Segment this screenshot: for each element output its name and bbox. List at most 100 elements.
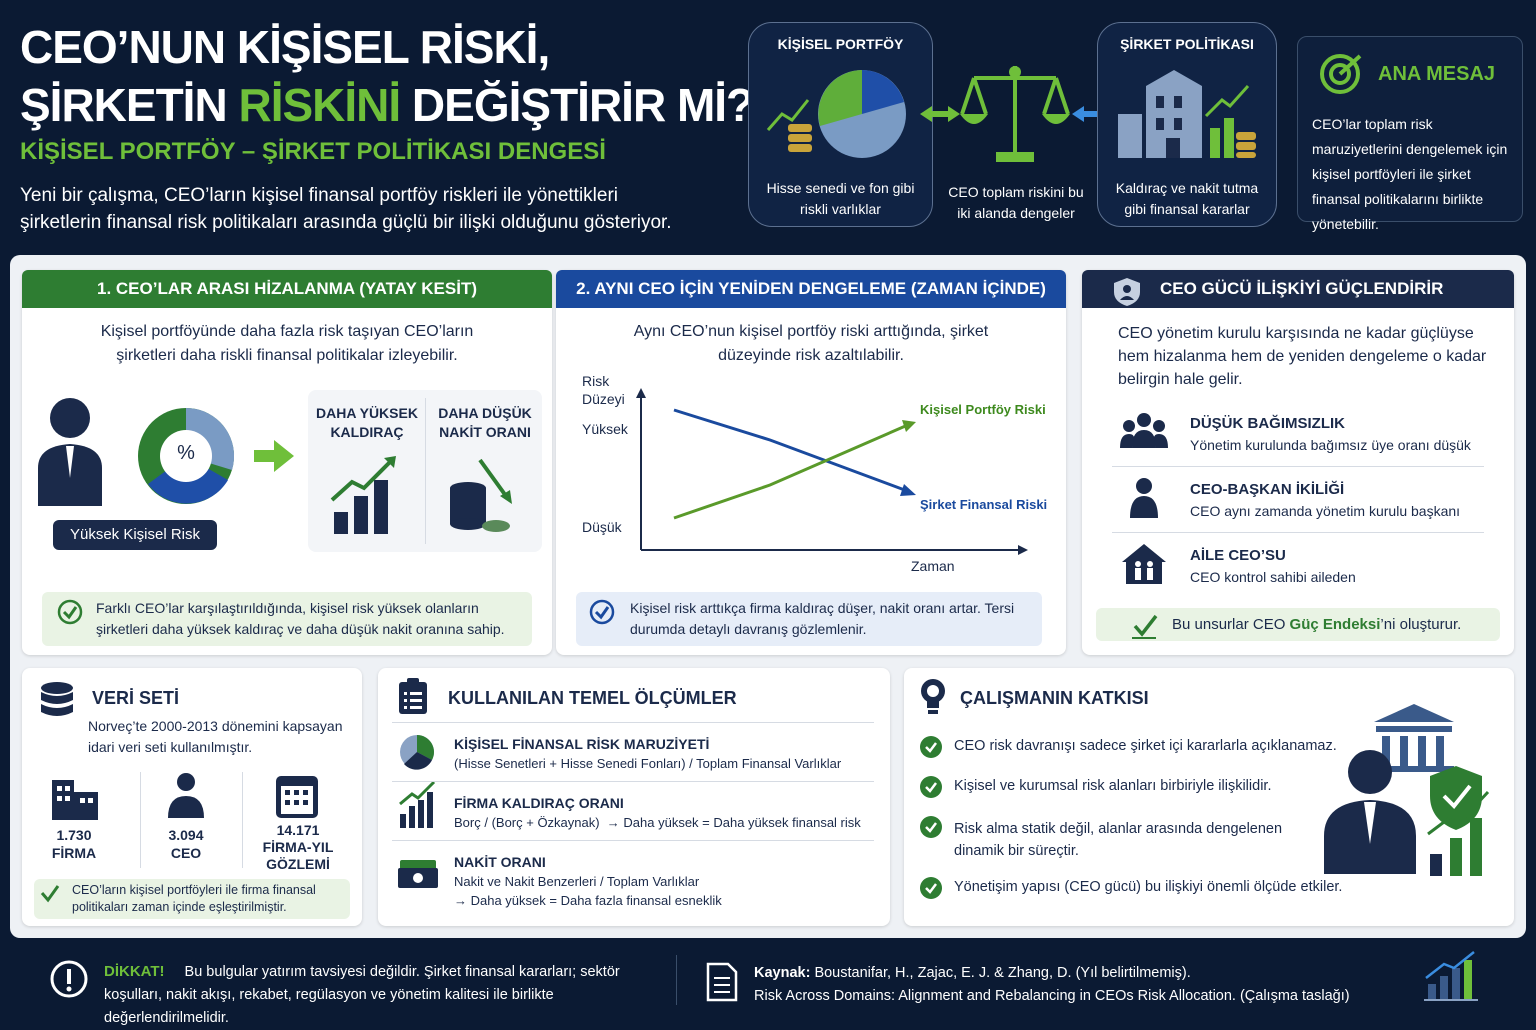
measure-line: Nakit ve Nakit Benzerleri / Toplam Varlı… xyxy=(454,874,700,889)
divider xyxy=(1112,466,1484,467)
divider xyxy=(392,722,874,723)
contribution-item: Kişisel ve kurumsal risk alanları birbir… xyxy=(954,778,1272,794)
card-title: VERİ SETİ xyxy=(92,688,180,708)
note-highlight: Güç Endeksi xyxy=(1289,616,1381,633)
power-item-title: AİLE CEO’SU xyxy=(1190,547,1286,564)
divider xyxy=(392,781,874,782)
target-icon xyxy=(1320,54,1362,94)
divider xyxy=(140,772,141,868)
contribution-card: ÇALIŞMANIN KATKISI CEO risk davranışı sa… xyxy=(904,668,1514,926)
y-axis-label: Risk Düzeyi xyxy=(582,373,625,407)
card-header: 2. AYNI CEO İÇİN YENİDEN DENGELEME (ZAMA… xyxy=(556,270,1066,308)
alignment-card: 1. CEO’LAR ARASI HİZALANMA (YATAY KESİT)… xyxy=(22,270,552,655)
source-line: Kaynak: Boustanifar, H., Zajac, E. J. & … xyxy=(754,962,1350,985)
contribution-item: Yönetişim yapısı (CEO gücü) bu ilişkiyi … xyxy=(954,879,1343,895)
growth-icon xyxy=(1424,951,1478,1001)
measure-title: KİŞİSEL FİNANSAL RİSK MARUZİYETİ xyxy=(454,736,710,752)
power-item-title: CEO-BAŞKAN İKİLİĞİ xyxy=(1190,481,1345,498)
warning-title: DİKKAT! xyxy=(104,963,165,980)
divider xyxy=(1112,532,1484,533)
shield-icon xyxy=(1114,278,1140,306)
card-note: Farklı CEO’lar karşılaştırıldığında, kiş… xyxy=(42,592,532,646)
rebalancing-card: 2. AYNI CEO İÇİN YENİDEN DENGELEME (ZAMA… xyxy=(556,270,1066,655)
measures-card: KULLANILAN TEMEL ÖLÇÜMLER KİŞİSEL FİNANS… xyxy=(378,668,890,926)
card-text: Aynı CEO’nun kişisel portföy riski arttı… xyxy=(633,323,989,364)
title-part: ŞİRKETİN xyxy=(20,79,239,131)
clipboard-icon xyxy=(399,678,427,714)
power-item-text: CEO kontrol sahibi aileden xyxy=(1190,569,1356,585)
contribution-item: CEO risk davranışı sadece şirket içi kar… xyxy=(954,738,1337,754)
y-low-label: Düşük xyxy=(582,519,622,535)
person-donut xyxy=(38,398,294,506)
stat-label: FİRMA-YIL GÖZLEMİ xyxy=(262,839,334,872)
x-axis-label: Zaman xyxy=(911,558,955,574)
stat-value: 3.094 xyxy=(168,827,204,843)
building-icon xyxy=(1118,70,1256,158)
stat: 1.730 FİRMA xyxy=(28,826,120,862)
card-title: ÇALIŞMANIN KATKISI xyxy=(960,688,1149,708)
title-highlight: RİSKİNİ xyxy=(238,79,401,131)
card-text: Norveç’te 2000-2013 dönemini kapsayan id… xyxy=(88,718,343,755)
series-label: Kişisel Portföy Riski xyxy=(920,402,1046,417)
warning-text: Bu bulgular yatırım tavsiyesi değildir. … xyxy=(104,964,620,1026)
card-header: 1. CEO’LAR ARASI HİZALANMA (YATAY KESİT) xyxy=(22,270,552,308)
effect-label: DAHA DÜŞÜK NAKİT ORANI xyxy=(438,405,532,440)
box-title: ŞİRKET POLİTİKASI xyxy=(1120,36,1254,52)
title-part: DEĞİŞTİRİR Mİ? xyxy=(400,79,754,131)
card-text: CEO yönetim kurulu karşısında ne kadar g… xyxy=(1118,325,1487,388)
intro: Yeni bir çalışma, CEO’ların kişisel fina… xyxy=(20,185,672,233)
source: Kaynak: Boustanifar, H., Zajac, E. J. & … xyxy=(754,962,1350,1008)
dataset-card: VERİ SETİ Norveç’te 2000-2013 dönemini k… xyxy=(22,668,362,926)
bulb-icon xyxy=(921,679,945,714)
card-title: KULLANILAN TEMEL ÖLÇÜMLER xyxy=(448,688,737,708)
key-message-text: CEO’lar toplam risk maruziyetlerini deng… xyxy=(1312,116,1508,232)
power-card: CEO GÜCÜ İLİŞKİYİ GÜÇLENDİRİR CEO yöneti… xyxy=(1082,270,1514,655)
measure-line: Borç / (Borç + Özkaynak) → Daha yüksek =… xyxy=(454,815,861,830)
measure-icons xyxy=(398,735,438,888)
check-icon xyxy=(589,599,615,625)
stat: 14.171 FİRMA-YIL GÖZLEMİ xyxy=(250,822,346,873)
card-note: Bu unsurlar CEO Güç Endeksi’ni oluşturur… xyxy=(1096,608,1500,641)
card-note: CEO’ların kişisel portföyleri ile firma … xyxy=(34,879,350,919)
stat: 3.094 CEO xyxy=(140,826,232,862)
effect-label: DAHA YÜKSEK KALDIRAÇ xyxy=(316,405,418,440)
check-icon xyxy=(1132,614,1158,639)
contribution-item: Risk alma statik değil, alanlar arasında… xyxy=(954,821,1283,859)
series-label: Şirket Finansal Riski xyxy=(920,497,1048,512)
card-header: CEO GÜCÜ İLİŞKİYİ GÜÇLENDİRİR xyxy=(1082,270,1514,308)
schematic-chart xyxy=(636,388,1028,555)
power-item-text: Yönetim kurulunda bağımsız üye oranı düş… xyxy=(1190,437,1471,453)
person-label: Yüksek Kişisel Risk xyxy=(53,520,217,550)
stat-value: 1.730 xyxy=(56,827,92,843)
divider xyxy=(392,840,874,841)
card-text: Kişisel portföyünde daha fazla risk taşı… xyxy=(100,323,474,364)
box-title: KİŞİSEL PORTFÖY xyxy=(777,36,904,52)
source-text: Boustanifar, H., Zajac, E. J. & Zhang, D… xyxy=(810,965,1191,981)
warning: DİKKAT! Bu bulgular yatırım tavsiyesi değ… xyxy=(104,960,649,1030)
stat-label: FİRMA xyxy=(51,845,97,861)
database-icon xyxy=(41,682,73,716)
check-icons xyxy=(920,736,942,899)
warning-icon xyxy=(50,960,88,998)
title: CEO’NUN KİŞİSEL RİSKİ, ŞİRKETİN RİSKİNİ … xyxy=(20,18,754,134)
title-line: CEO’NUN KİŞİSEL RİSKİ, xyxy=(20,21,550,73)
stat-icons xyxy=(52,773,318,820)
governance-illustration xyxy=(1324,704,1490,876)
note-part: ’ni oluşturur. xyxy=(1380,616,1462,633)
effect-icons xyxy=(330,456,512,534)
document-icon xyxy=(706,962,738,1002)
stat-label: CEO xyxy=(170,845,202,861)
measure-line: → Daha yüksek = Daha fazla finansal esne… xyxy=(454,893,722,908)
box-caption: Hisse senedi ve fon gibi riskli varlıkla… xyxy=(766,180,915,217)
divider xyxy=(425,398,426,544)
divider xyxy=(676,955,677,1005)
divider xyxy=(242,772,243,868)
stat-value: 14.171 xyxy=(276,822,320,838)
note-part: Bu unsurlar CEO xyxy=(1172,616,1290,633)
title-line: ŞİRKETİN RİSKİNİ DEĞİŞTİRİR Mİ? xyxy=(20,76,754,134)
card-note: Kişisel risk arttıkça firma kaldıraç düş… xyxy=(576,592,1042,646)
power-item-text: CEO aynı zamanda yönetim kurulu başkanı xyxy=(1190,503,1461,519)
key-message-title: ANA MESAJ xyxy=(1378,63,1496,85)
power-item-title: DÜŞÜK BAĞIMSIZLIK xyxy=(1190,415,1345,432)
